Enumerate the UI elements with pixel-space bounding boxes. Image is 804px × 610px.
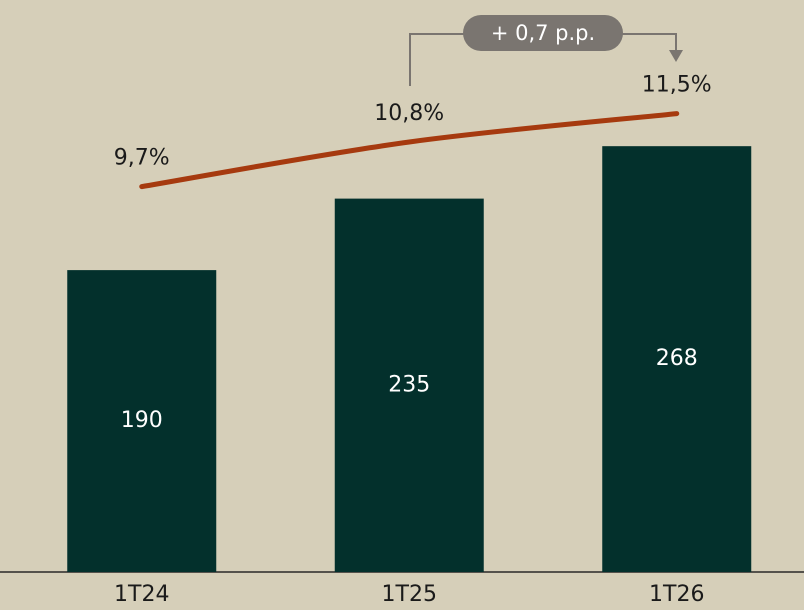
line-value-label: 10,8%: [374, 101, 444, 126]
bar-value-label: 268: [656, 346, 698, 371]
line: [139, 111, 680, 190]
annotation-pill: [463, 15, 623, 51]
x-tick-label: 1T26: [649, 582, 704, 607]
bracket-arrow: [669, 50, 683, 62]
line-value-label: 9,7%: [114, 146, 170, 171]
x-tick-label: 1T24: [114, 582, 169, 607]
bar-value-label: 235: [388, 372, 430, 397]
bar: [602, 146, 752, 572]
line-value-label: 11,5%: [642, 73, 712, 98]
bar: [67, 270, 217, 572]
bar: [334, 198, 484, 572]
annotation-text: + 0,7 p.p.: [491, 21, 595, 45]
bar-value-label: 190: [121, 408, 163, 433]
x-tick-label: 1T25: [382, 582, 437, 607]
